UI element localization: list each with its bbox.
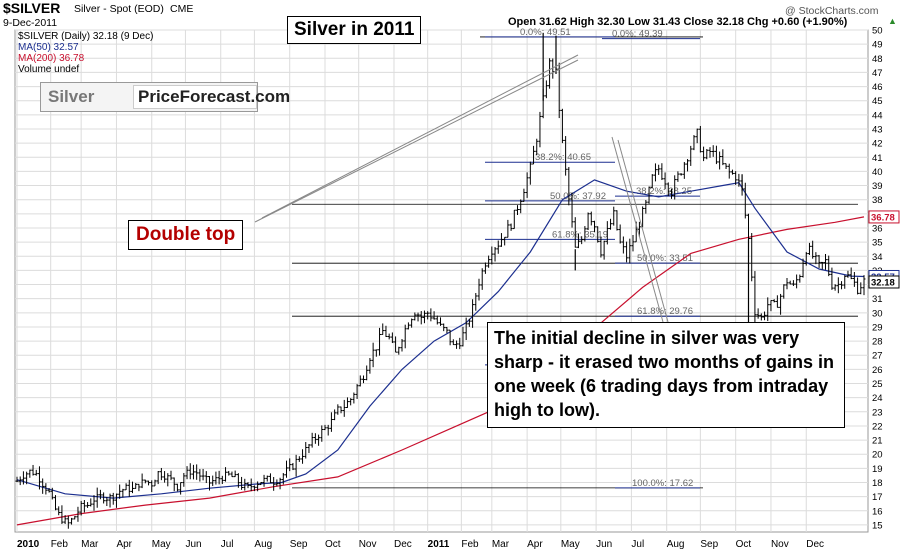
ohlc-summary: Open 31.62 High 32.30 Low 31.43 Close 32…	[508, 16, 848, 28]
x-tick-label: Nov	[771, 539, 789, 550]
legend-price: $SILVER (Daily) 32.18 (9 Dec)	[18, 31, 154, 42]
y-tick-label: 17	[872, 492, 883, 503]
x-tick-label: Jun	[596, 539, 612, 550]
x-tick-label: Feb	[51, 539, 69, 550]
x-tick-label: Oct	[736, 539, 752, 550]
fib-label: 0.0%: 49.51	[520, 27, 571, 38]
x-tick-label: Sep	[700, 539, 718, 550]
chart-description: Silver - Spot (EOD)	[74, 3, 164, 15]
x-tick-label: Feb	[461, 539, 479, 550]
x-tick-label: May	[152, 539, 171, 550]
y-tick-label: 29	[872, 322, 883, 333]
fib-label: 38.2%: 38.25	[636, 186, 692, 197]
chart-exchange: CME	[170, 3, 194, 15]
fib-label: 38.2%: 40.65	[535, 152, 591, 163]
brand-part1: Silver	[48, 87, 95, 106]
ma50-series	[16, 179, 865, 499]
x-tick-label: Aug	[667, 539, 685, 550]
y-tick-label: 24	[872, 393, 883, 404]
y-tick-label: 28	[872, 337, 883, 348]
x-tick-label: Apr	[116, 539, 132, 550]
y-tick-label: 47	[872, 68, 883, 79]
y-tick-label: 30	[872, 308, 883, 319]
annotation-pointers	[254, 54, 669, 323]
y-tick-label: 31	[872, 294, 883, 305]
title-callout: Silver in 2011	[287, 16, 422, 44]
price-series	[15, 32, 866, 529]
y-tick-label: 50	[872, 26, 883, 37]
brand-part2: PriceForecast.com	[133, 85, 290, 109]
x-tick-label: Jun	[185, 539, 201, 550]
y-tick-label: 23	[872, 407, 883, 418]
y-tick-label: 39	[872, 181, 883, 192]
double-top-pointer	[261, 54, 579, 219]
up-arrow-icon: ▲	[888, 16, 897, 26]
chart-symbol: $SILVER	[3, 0, 61, 16]
x-tick-label: Mar	[492, 539, 510, 550]
x-tick-label: 2011	[428, 539, 450, 550]
y-tick-label: 16	[872, 506, 883, 517]
legend-ma200: MA(200) 36.78	[18, 53, 85, 64]
ma50-line	[16, 179, 865, 499]
price-badge-close	[868, 275, 900, 289]
x-tick-label: May	[561, 539, 580, 550]
fib-label: 100.0%: 17.62	[632, 478, 693, 489]
double-top-pointer	[254, 59, 579, 223]
price-badge-label-ma200: 36.78	[871, 212, 895, 223]
y-tick-label: 43	[872, 124, 883, 135]
x-tick-label: Apr	[527, 539, 543, 550]
x-tick-label: Dec	[806, 539, 824, 550]
y-tick-label: 34	[872, 252, 883, 263]
price-badge-ma200	[868, 210, 900, 224]
x-axis-ticks: 2010 Feb Mar Apr May Jun Jul Aug Sep Oct Nov Dec 201…	[17, 539, 824, 550]
double-top-callout: Double top	[128, 220, 244, 250]
y-tick-label: 19	[872, 464, 883, 475]
x-tick-label: Nov	[359, 539, 377, 550]
brand-badge: Silver PriceForecast.com	[40, 82, 290, 112]
y-tick-label: 18	[872, 478, 883, 489]
y-tick-label: 40	[872, 167, 883, 178]
fib-label: 61.8%: 35.19	[552, 229, 608, 240]
legend-ma50: MA(50) 32.57	[18, 42, 79, 53]
fib-label: 50.0%: 33.51	[637, 253, 693, 264]
copyright-label: @ StockCharts.com	[785, 5, 879, 17]
x-tick-label: Dec	[394, 539, 412, 550]
plot-area	[14, 29, 869, 533]
price-badge-label-close: 32.18	[871, 277, 895, 288]
x-tick-label: Sep	[290, 539, 308, 550]
y-tick-label: 36	[872, 223, 883, 234]
y-tick-label: 22	[872, 421, 883, 432]
note-callout: The initial decline in silver was very s…	[487, 322, 845, 428]
y-tick-label: 21	[872, 436, 883, 447]
fib-label: 50.0%: 37.92	[550, 191, 606, 202]
y-tick-label: 44	[872, 110, 883, 121]
x-tick-label: 2010	[17, 539, 40, 550]
chart-date: 9-Dec-2011	[3, 17, 58, 29]
y-tick-label: 45	[872, 96, 883, 107]
x-tick-label: Jul	[631, 539, 644, 550]
y-tick-label: 15	[872, 520, 883, 531]
y-tick-label: 27	[872, 351, 883, 362]
y-tick-label: 49	[872, 40, 883, 51]
y-tick-label: 42	[872, 139, 883, 150]
y-tick-label: 25	[872, 379, 883, 390]
y-tick-label: 46	[872, 82, 883, 93]
x-tick-label: Oct	[325, 539, 341, 550]
y-tick-label: 26	[872, 365, 883, 376]
x-tick-label: Jul	[221, 539, 234, 550]
y-tick-label: 38	[872, 195, 883, 206]
x-tick-label: Aug	[254, 539, 272, 550]
fib-label: 0.0%: 49.39	[612, 29, 663, 40]
y-tick-label: 41	[872, 153, 883, 164]
legend-volume: Volume undef	[18, 64, 80, 75]
note-pointer	[611, 136, 664, 323]
x-tick-label: Mar	[81, 539, 99, 550]
y-tick-label: 35	[872, 238, 883, 249]
y-tick-label: 20	[872, 450, 883, 461]
y-tick-label: 48	[872, 54, 883, 65]
note-pointer	[617, 139, 669, 323]
